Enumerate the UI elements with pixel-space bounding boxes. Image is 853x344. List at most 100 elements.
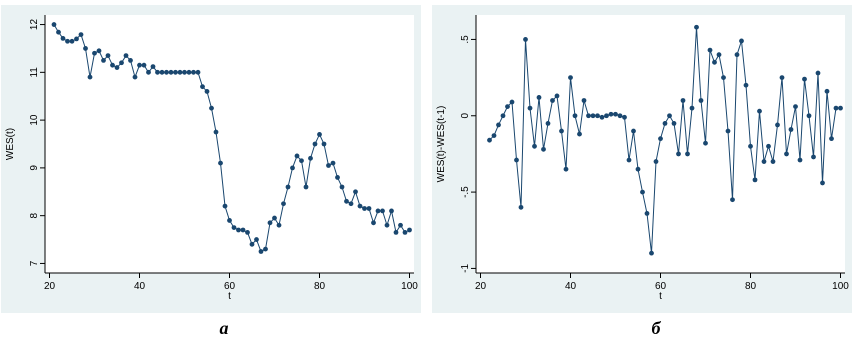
chart-b-y-tick-label: -.5 xyxy=(460,186,471,198)
chart-b-data-point xyxy=(676,151,681,157)
caption-a: а xyxy=(219,318,229,338)
chart-b-data-point xyxy=(514,157,519,163)
chart-a-data-point xyxy=(56,29,61,35)
chart-panel-a: 20 40 60 80 100 7 8 9 10 11 12 t WES(t) xyxy=(1,5,421,313)
chart-b-data-point xyxy=(779,75,785,80)
chart-a-x-tick-label: 40 xyxy=(134,281,146,292)
chart-a-data-point xyxy=(254,237,259,242)
chart-b-data-point xyxy=(599,114,605,120)
chart-a-data-point xyxy=(146,69,151,75)
chart-b-data-point xyxy=(532,143,537,149)
chart-b-data-point xyxy=(784,151,789,157)
chart-b-data-point xyxy=(644,211,650,216)
chart-b-data-point xyxy=(694,24,699,30)
chart-b-data-point xyxy=(698,98,704,103)
chart-b-data-point xyxy=(653,159,659,164)
chart-a-y-tick-label: 11 xyxy=(29,67,40,78)
chart-b-data-point xyxy=(563,166,569,172)
chart-a-data-point xyxy=(51,22,57,27)
chart-b-data-point xyxy=(635,166,641,172)
chart-a-data-point xyxy=(398,222,403,228)
chart-a-data-point xyxy=(344,198,349,204)
chart-a-data-point xyxy=(375,208,381,214)
chart-b-data-point xyxy=(541,146,546,152)
chart-b-data-point xyxy=(757,108,762,114)
chart-a-data-point xyxy=(65,38,70,44)
chart-a-data-point xyxy=(222,203,228,209)
chart-a-y-tick-label: 7 xyxy=(29,260,40,266)
chart-a-data-point xyxy=(132,74,138,80)
chart-b-data-point xyxy=(734,52,740,58)
chart-b-data-point xyxy=(559,128,564,134)
chart-a-data-point xyxy=(168,69,174,75)
chart-b-data-point xyxy=(667,113,672,119)
chart-a-data-point xyxy=(357,203,363,209)
chart-b-x-tick-label: 20 xyxy=(475,281,487,292)
chart-b-data-point xyxy=(658,136,663,142)
chart-a-data-point xyxy=(218,160,223,166)
chart-a-data-point xyxy=(119,60,124,66)
chart-a-data-point xyxy=(87,74,93,80)
chart-b-y-tick-label: 0 xyxy=(460,113,471,119)
chart-a-data-point xyxy=(78,32,84,37)
chart-a-data-point xyxy=(407,227,412,233)
chart-a-data-point xyxy=(317,132,322,137)
chart-b-data-point xyxy=(509,99,515,105)
chart-b-data-point xyxy=(748,143,753,149)
chart-a-data-point xyxy=(60,36,66,41)
chart-b-data-point xyxy=(545,120,551,126)
chart-a-y-tick-label: 8 xyxy=(29,212,40,218)
chart-b-data-point xyxy=(595,113,600,119)
chart-b-data-point xyxy=(500,113,506,119)
chart-a-data-point xyxy=(312,141,318,147)
chart-a-data-point xyxy=(240,227,246,233)
chart-b-x-tick-label: 40 xyxy=(565,281,577,292)
chart-a-data-point xyxy=(236,227,241,233)
chart-b-data-point xyxy=(581,98,587,103)
chart-a-y-axis-label: WES(t) xyxy=(5,128,16,160)
chart-b-data-point xyxy=(590,113,596,119)
chart-b-y-tick-label: -1 xyxy=(460,264,471,273)
chart-b-data-point xyxy=(766,143,771,149)
chart-b-data-point xyxy=(496,122,501,128)
chart-b-data-point xyxy=(608,111,614,117)
chart-b-data-point xyxy=(775,122,780,128)
chart-a-data-point xyxy=(366,206,372,211)
chart-b-data-point xyxy=(797,157,803,163)
chart-b-data-point xyxy=(730,197,735,203)
chart-a-data-point xyxy=(204,89,210,94)
chart-a-data-point xyxy=(339,184,345,190)
chart-a-data-point xyxy=(110,62,115,68)
chart-a-data-point xyxy=(330,160,336,166)
chart-a-data-point xyxy=(389,208,394,214)
chart-a-x-axis-label: t xyxy=(228,291,231,302)
chart-b-x-axis-label: t xyxy=(659,291,662,302)
chart-b-plot-area xyxy=(476,15,845,273)
chart-a-data-point xyxy=(137,62,142,68)
chart-b-data-point xyxy=(703,140,708,146)
chart-a-data-point xyxy=(299,158,304,164)
chart-b-data-point xyxy=(685,151,690,157)
chart-a-data-point xyxy=(308,155,313,161)
chart-b-data-point xyxy=(788,127,794,132)
chart-b-data-point xyxy=(572,113,578,119)
chart-a-data-point xyxy=(263,246,268,252)
chart-a-data-point xyxy=(92,50,97,56)
chart-panel-b: 20 40 60 80 100 -1 -.5 0 .5 t WES(t)-WES(t-1) xyxy=(432,5,852,313)
chart-b-data-point xyxy=(491,133,497,139)
chart-a-data-point xyxy=(177,69,183,75)
chart-b-data-point xyxy=(761,159,767,164)
chart-a-data-point xyxy=(231,225,237,231)
chart-b-data-point xyxy=(811,154,816,160)
chart-b-data-point xyxy=(680,98,686,103)
chart-b-data-point xyxy=(586,113,591,119)
chart-b-data-point xyxy=(617,113,623,119)
chart-a-data-point xyxy=(290,165,295,171)
chart-b-data-point xyxy=(631,128,636,134)
chart-a-data-point xyxy=(114,65,120,70)
chart-b-data-point xyxy=(806,113,812,119)
chart-a-data-point xyxy=(155,69,160,75)
chart-a-x-tick-label: 80 xyxy=(314,281,326,292)
chart-b-y-tick-label: .5 xyxy=(460,35,471,44)
chart-a-data-point xyxy=(173,69,178,75)
